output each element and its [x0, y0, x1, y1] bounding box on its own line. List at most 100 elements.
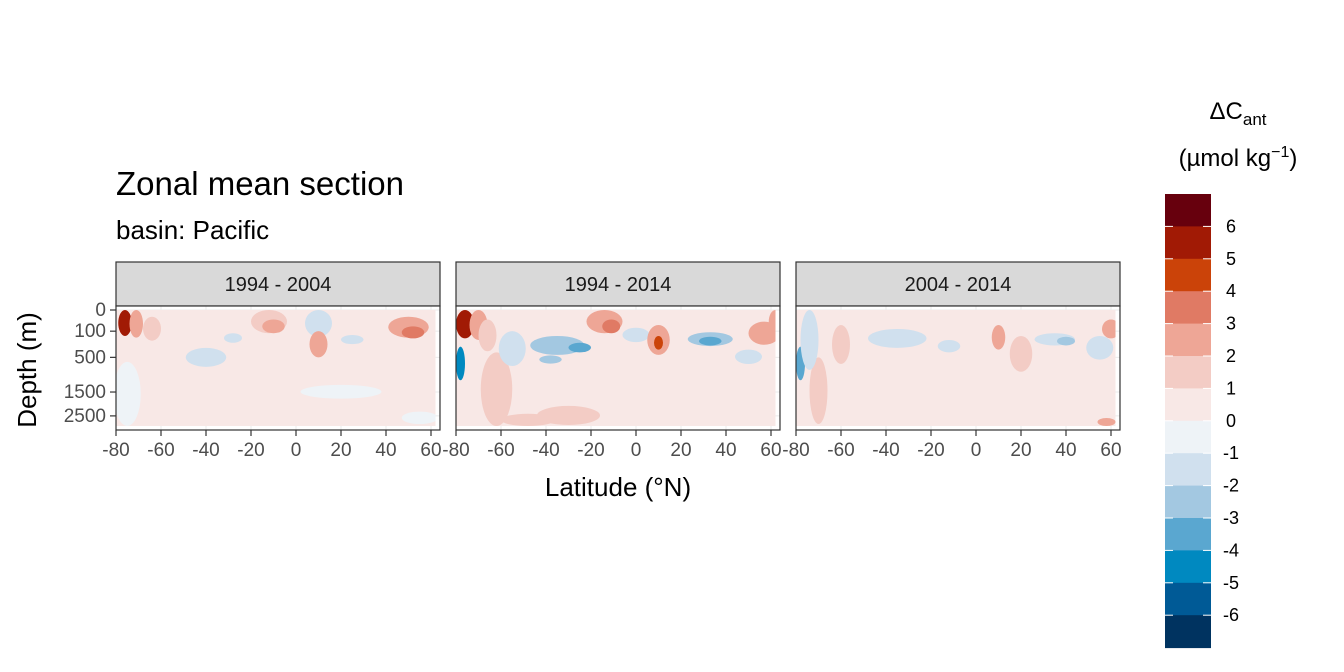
contour-blob	[809, 357, 828, 425]
x-tick-label: 0	[291, 440, 302, 461]
contour-field	[796, 310, 1116, 426]
panel-border	[795, 305, 1121, 431]
colorbar-segment	[1165, 485, 1211, 519]
colorbar-segment	[1165, 194, 1211, 227]
x-tick-label: 20	[330, 440, 351, 461]
panel-border	[115, 305, 441, 431]
facet-panel-1: 1994 - 2004-80 -60 -40 -20 0 20 40 600100500150…	[64, 261, 442, 461]
colorbar-label: 1	[1226, 378, 1236, 398]
x-tick-label: 0	[631, 440, 642, 461]
contour-blob	[568, 342, 591, 353]
y-tick-label: 100	[74, 321, 106, 342]
colorbar-segment	[1165, 356, 1211, 389]
contour-blob	[748, 321, 776, 345]
x-tick-label: -20	[917, 440, 944, 461]
contour-blob	[1009, 335, 1033, 372]
contour-blob	[341, 335, 364, 345]
contour-blob	[1057, 336, 1075, 346]
contour-blob	[456, 310, 474, 339]
contour-blob	[1097, 417, 1116, 426]
legend-units: (µmol kg−1)	[1179, 144, 1298, 172]
x-tick-label: -60	[487, 440, 514, 461]
chart-title: Zonal mean section	[116, 165, 404, 202]
x-tick-label: 0	[971, 440, 982, 461]
y-tick-label: 500	[74, 347, 106, 368]
contour-blob	[991, 324, 1006, 350]
x-tick-label: -40	[532, 440, 559, 461]
contour-blob	[1102, 319, 1116, 339]
colorbar-segment	[1165, 258, 1211, 292]
contour-blob	[129, 310, 143, 338]
y-tick-label: 0	[95, 300, 106, 321]
x-tick-label: -80	[102, 440, 129, 461]
contour-blob	[305, 310, 332, 337]
contour-blob	[602, 319, 621, 334]
x-tick-label: -60	[827, 440, 854, 461]
x-tick-label: 40	[1055, 440, 1076, 461]
contour-blob	[456, 346, 465, 381]
contour-blob	[478, 319, 497, 352]
colorbar-label: -5	[1223, 573, 1239, 593]
colorbar-label: -2	[1223, 476, 1239, 496]
contour-blob	[480, 352, 513, 426]
legend-units-suffix: )	[1289, 145, 1297, 172]
contour-blob	[143, 316, 161, 341]
facet-strip-label: 1994 - 2014	[565, 274, 672, 296]
contour-blob	[539, 355, 562, 364]
y-tick-label: 1500	[64, 382, 106, 403]
facet-strip-label: 1994 - 2004	[225, 274, 332, 296]
x-tick-label: 60	[1100, 440, 1121, 461]
contour-blob	[1086, 335, 1114, 360]
contour-blob	[832, 324, 850, 364]
y-axis-title: Depth (m)	[12, 312, 42, 428]
contour-blob	[401, 411, 436, 425]
legend-title-subscript: ant	[1243, 110, 1267, 129]
colorbar-segment	[1165, 550, 1211, 584]
colorbar-label: -3	[1223, 508, 1239, 528]
legend-units-prefix: (µmol kg	[1179, 145, 1272, 172]
x-tick-label: 20	[1010, 440, 1031, 461]
colorbar-label: 4	[1226, 281, 1236, 301]
contour-blob	[300, 384, 382, 399]
x-tick-label: -80	[442, 440, 469, 461]
facet-panels: 1994 - 2004-80 -60 -40 -20 0 20 40 600100500150…	[64, 261, 1122, 461]
contour-blob	[116, 361, 141, 426]
x-tick-label: 60	[760, 440, 781, 461]
colorbar-segment	[1165, 291, 1211, 325]
x-axis-title: Latitude (°N)	[545, 472, 691, 502]
colorbar-segment	[1165, 226, 1211, 260]
contour-field	[116, 310, 436, 426]
x-tick-label: -80	[782, 440, 809, 461]
legend-title-main: ΔC	[1209, 98, 1242, 125]
contour-field	[456, 310, 776, 426]
contour-blob	[868, 328, 927, 348]
colorbar-segment	[1165, 323, 1211, 357]
x-tick-label: -60	[147, 440, 174, 461]
colorbar-label: -1	[1223, 443, 1239, 463]
contour-blob	[654, 335, 663, 350]
contour-blob	[768, 310, 776, 334]
contour-blob	[699, 336, 722, 346]
colorbar-label: -4	[1223, 540, 1239, 560]
facet-strip-label: 2004 - 2014	[905, 274, 1012, 296]
colorbar-segment	[1165, 388, 1211, 422]
contour-blob	[622, 327, 650, 343]
colorbar-label: 2	[1226, 346, 1236, 366]
colorbar-label: 0	[1226, 411, 1236, 431]
contour-blob	[401, 326, 425, 339]
contour-blob	[262, 319, 285, 334]
legend-title: ΔCant	[1209, 98, 1266, 129]
chart-subtitle: basin: Pacific	[116, 215, 269, 245]
x-tick-label: -40	[872, 440, 899, 461]
x-tick-label: 40	[715, 440, 736, 461]
colorbar-segment	[1165, 453, 1211, 487]
contour-blob	[937, 339, 961, 353]
x-tick-label: 60	[420, 440, 441, 461]
contour-blob	[800, 310, 819, 370]
facet-strip	[795, 261, 1121, 307]
colorbar-label: 5	[1226, 249, 1236, 269]
x-tick-label: -20	[577, 440, 604, 461]
contour-blob	[309, 331, 328, 358]
contour-blob	[735, 349, 762, 364]
